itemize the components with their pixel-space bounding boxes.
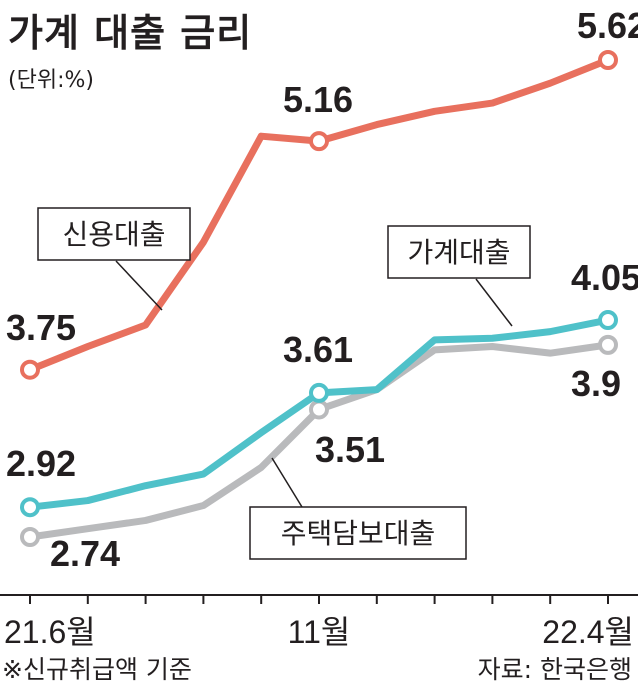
data-label: 3.61 xyxy=(283,329,353,370)
callout-leader xyxy=(115,260,163,311)
data-label: 4.05 xyxy=(571,257,638,298)
data-label: 2.92 xyxy=(6,443,76,484)
series-name-label: 신용대출 xyxy=(62,218,165,251)
footnote: ※신규취급액 기준 xyxy=(2,655,192,684)
data-label: 5.62 xyxy=(577,5,638,46)
data-point-marker xyxy=(309,131,329,152)
x-tick-label: 22.4월 xyxy=(542,614,634,650)
series-markers xyxy=(20,50,618,547)
series-name-label: 가계대출 xyxy=(407,236,510,269)
callout-box xyxy=(387,225,531,279)
unit-label: (단위:%) xyxy=(8,68,94,93)
data-point-marker xyxy=(598,50,618,70)
callout-box xyxy=(37,207,191,261)
callout-leader xyxy=(475,278,513,327)
callout-leader xyxy=(271,457,303,508)
data-label: 3.9 xyxy=(571,363,621,404)
data-point-marker xyxy=(20,497,40,518)
data-label: 3.75 xyxy=(6,307,76,348)
x-tick-label: 21.6월 xyxy=(4,614,96,650)
series-name-label: 주택담보대출 xyxy=(281,517,436,550)
data-point-marker xyxy=(309,399,329,420)
data-point-marker xyxy=(598,334,618,355)
source-note: 자료: 한국은행 xyxy=(477,655,632,684)
data-point-marker xyxy=(20,359,40,380)
x-axis xyxy=(0,594,638,604)
data-point-marker xyxy=(309,382,329,403)
data-label: 3.51 xyxy=(315,429,385,470)
data-label: 5.16 xyxy=(283,79,353,120)
data-label: 2.74 xyxy=(50,533,120,574)
data-labels: 3.75 5.16 5.62 2.92 3.61 4.05 2.74 3.51 3.9 xyxy=(6,5,638,574)
x-tick-label: 11월 xyxy=(288,614,351,650)
data-point-marker xyxy=(20,527,40,547)
data-point-marker xyxy=(598,310,618,331)
callout-box xyxy=(249,506,467,560)
chart-title: 가계 대출 금리 xyxy=(8,11,253,55)
x-tick-labels: 21.6월 11월 22.4월 xyxy=(4,614,634,650)
